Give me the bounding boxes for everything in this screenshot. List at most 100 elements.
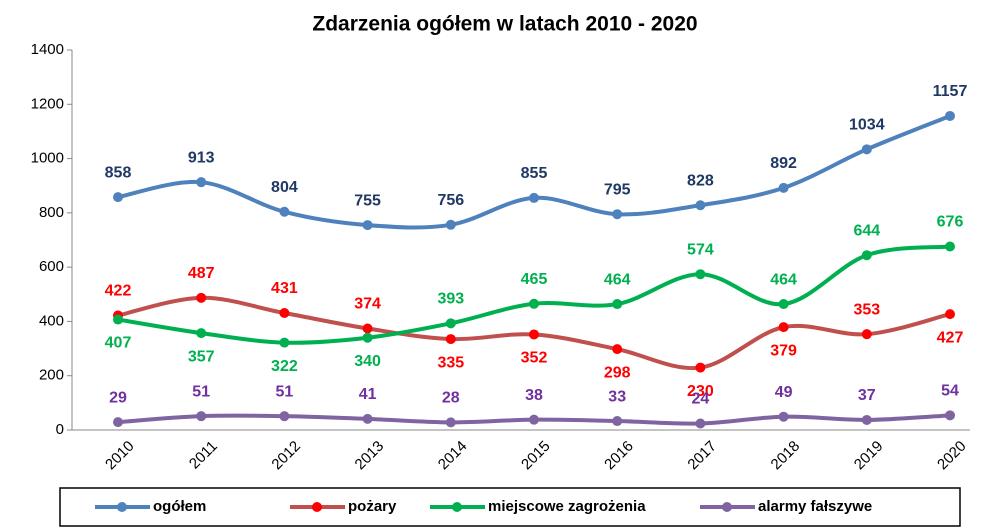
point [695,200,706,211]
point [196,177,207,188]
data-label: 322 [271,358,298,375]
point [113,192,123,203]
legend-box [59,487,961,527]
x-tick-label: 2019 [851,438,887,474]
point [612,299,623,310]
point [445,219,456,230]
point [113,314,123,325]
point [695,418,706,429]
point [362,413,373,424]
x-tick-label: 2016 [601,438,637,474]
point [445,417,456,428]
data-label: 51 [276,383,294,400]
x-tick-label: 2020 [934,438,970,474]
point [196,328,207,339]
legend-label: alarmy fałszywe [758,498,872,515]
data-label: 676 [937,214,964,231]
data-label: 49 [775,384,793,401]
y-tick-label: 200 [39,367,64,384]
data-label: 54 [941,383,959,400]
point [861,414,872,425]
data-label: 29 [109,389,127,406]
data-label: 374 [354,296,381,313]
point [529,329,539,340]
point [196,292,207,303]
point [778,182,789,193]
data-label: 352 [521,350,548,367]
point [945,241,955,252]
legend-label: miejscowe zagrożenia [488,498,646,515]
data-label: 357 [188,348,215,365]
point [362,323,373,334]
data-label: 1157 [933,83,968,100]
point [612,416,623,427]
chart-title: Zdarzenia ogółem w latach 2010 - 2020 [312,13,697,36]
data-label: 756 [437,192,464,209]
point [445,334,456,345]
point [529,414,539,425]
point [945,110,955,121]
x-tick-label: 2015 [518,438,554,474]
point [362,332,373,343]
data-label: 1034 [849,117,885,134]
x-tick-label: 2012 [268,438,304,474]
y-tick-label: 600 [39,258,64,275]
point [695,269,706,280]
x-tick-label: 2010 [102,438,138,474]
point [945,410,955,421]
data-label: 828 [687,172,714,189]
point [196,411,207,422]
point [279,411,290,422]
point [861,144,872,155]
legend-marker [722,502,732,512]
point [945,309,955,320]
data-label: 422 [105,283,132,300]
data-label: 795 [604,181,631,198]
data-label: 804 [271,179,298,196]
data-label: 298 [604,364,631,381]
data-label: 335 [437,354,464,371]
x-tick-label: 2011 [186,438,221,473]
data-label: 37 [858,387,876,404]
point [445,318,456,329]
data-label: 51 [192,383,210,400]
legend-marker [452,502,462,512]
data-label: 24 [692,391,710,408]
y-tick-label: 400 [39,312,64,329]
data-label: 858 [105,164,132,181]
point [529,192,539,203]
point [279,337,290,348]
data-label: 574 [687,241,714,258]
y-tick-label: 0 [56,421,64,438]
data-label: 38 [525,387,543,404]
x-tick-label: 2017 [684,438,720,474]
legend-marker [312,502,322,512]
x-tick-label: 2014 [435,438,471,474]
point [113,417,123,428]
data-label: 28 [442,390,460,407]
data-label: 464 [770,271,797,288]
data-label: 379 [770,342,797,359]
y-tick-label: 1200 [31,95,64,112]
point [279,308,290,319]
data-label: 340 [354,353,381,370]
data-label: 644 [853,222,880,239]
data-label: 855 [521,165,548,182]
data-label: 407 [105,335,132,352]
y-tick-label: 1400 [31,41,64,58]
point [778,299,789,310]
data-label: 755 [354,192,381,209]
point [612,209,623,220]
point [861,329,872,340]
y-tick-label: 800 [39,204,64,221]
point [612,344,623,355]
point [529,298,539,309]
y-tick-label: 1000 [31,150,64,167]
data-label: 913 [188,149,215,166]
data-label: 41 [359,386,377,403]
legend-label: ogółem [153,498,206,515]
data-label: 230 [687,383,714,400]
point [861,250,872,261]
legend-label: pożary [348,498,397,515]
point [695,362,706,373]
